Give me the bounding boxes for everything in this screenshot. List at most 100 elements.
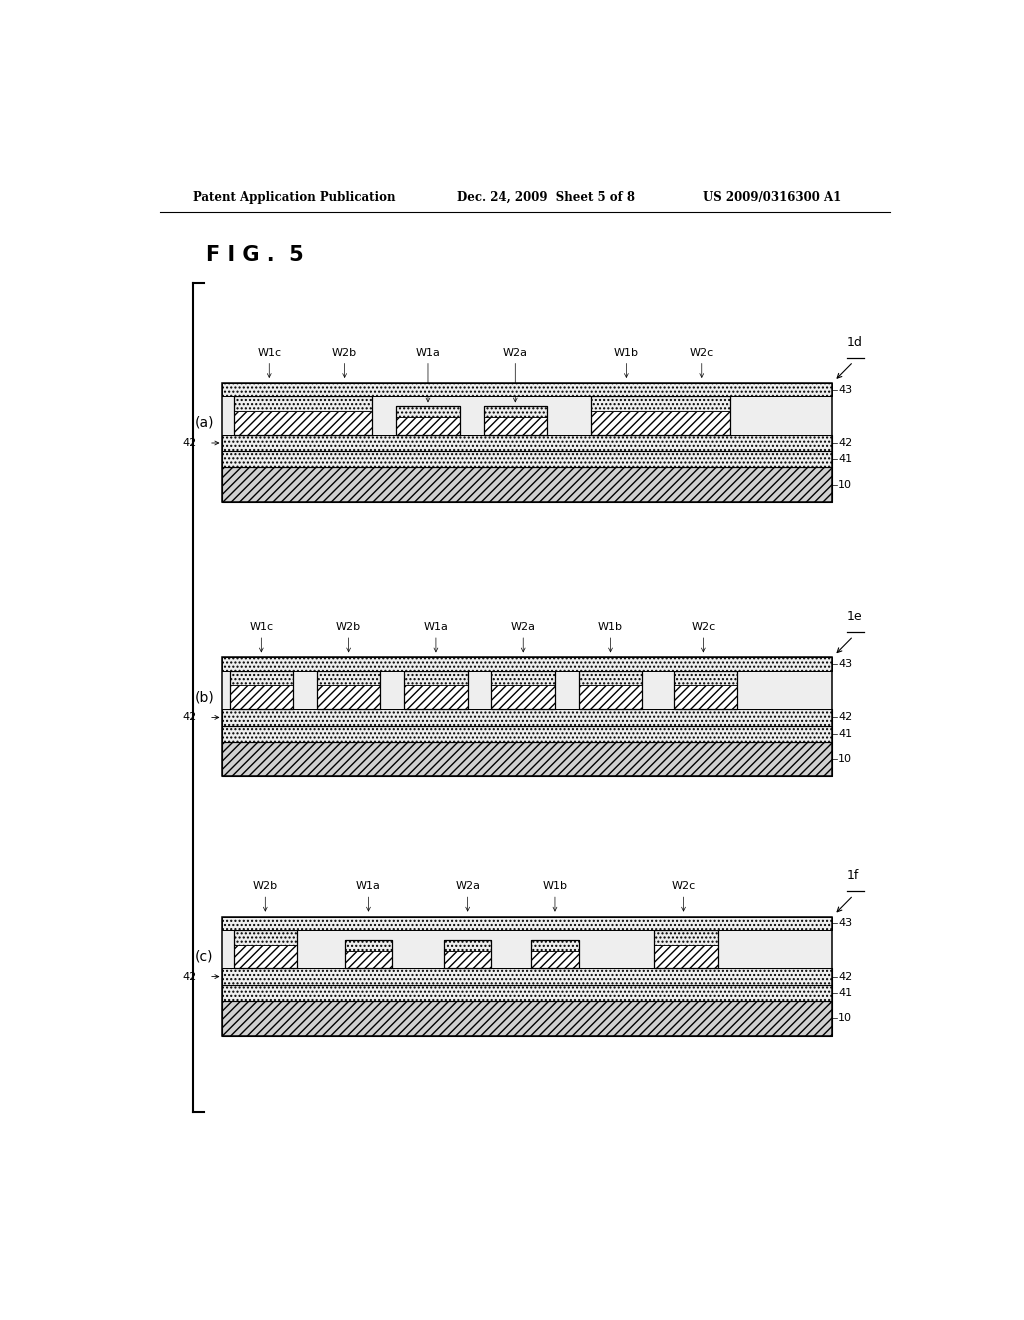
Bar <box>404 671 468 685</box>
Text: W2c: W2c <box>691 622 716 632</box>
Bar <box>221 467 831 502</box>
Text: (c): (c) <box>195 949 213 964</box>
Text: 42: 42 <box>839 713 853 722</box>
Bar <box>396 407 460 434</box>
Bar <box>221 396 831 434</box>
Bar <box>316 685 380 709</box>
Bar <box>233 396 373 434</box>
Bar <box>221 742 831 776</box>
Text: W1b: W1b <box>543 882 567 891</box>
Text: W2b: W2b <box>332 347 357 358</box>
Bar <box>492 671 555 709</box>
Text: 10: 10 <box>839 479 852 490</box>
Text: 1d: 1d <box>847 335 863 348</box>
Bar <box>221 657 831 671</box>
Bar <box>221 916 831 929</box>
Text: 41: 41 <box>839 454 852 465</box>
Bar <box>229 685 293 709</box>
Text: 10: 10 <box>839 1014 852 1023</box>
Bar <box>233 396 373 411</box>
Bar <box>316 671 380 685</box>
Text: 41: 41 <box>839 729 852 739</box>
Text: 42: 42 <box>182 972 197 982</box>
Text: 42: 42 <box>839 972 853 982</box>
Bar <box>404 685 468 709</box>
Text: 1e: 1e <box>847 610 862 623</box>
Bar <box>591 396 729 411</box>
Bar <box>221 383 831 502</box>
Bar <box>492 685 555 709</box>
Text: W1c: W1c <box>249 622 273 632</box>
Bar <box>531 940 579 950</box>
Bar <box>443 940 492 950</box>
Text: W2c: W2c <box>689 347 714 358</box>
Text: W1b: W1b <box>613 347 639 358</box>
Bar <box>221 383 831 396</box>
Text: W2a: W2a <box>455 882 480 891</box>
Bar <box>233 929 297 945</box>
Text: (a): (a) <box>195 416 214 430</box>
Text: 41: 41 <box>839 987 852 998</box>
Bar <box>221 726 831 742</box>
Bar <box>316 671 380 709</box>
Text: W1a: W1a <box>424 622 449 632</box>
Bar <box>396 417 460 434</box>
Text: 43: 43 <box>839 919 852 928</box>
Bar <box>531 940 579 969</box>
Text: 10: 10 <box>839 754 852 764</box>
Bar <box>674 685 737 709</box>
Bar <box>404 671 468 709</box>
Text: W1b: W1b <box>598 622 623 632</box>
Bar <box>443 940 492 969</box>
Text: W2b: W2b <box>336 622 361 632</box>
Bar <box>654 929 718 969</box>
Bar <box>579 671 642 709</box>
Bar <box>579 671 642 685</box>
Text: W1a: W1a <box>356 882 381 891</box>
Text: (b): (b) <box>195 690 214 704</box>
Bar <box>221 451 831 467</box>
Bar <box>483 417 547 434</box>
Bar <box>345 940 392 950</box>
Bar <box>591 396 729 434</box>
Text: W2a: W2a <box>503 347 527 358</box>
Text: Patent Application Publication: Patent Application Publication <box>194 190 395 203</box>
Bar <box>674 671 737 685</box>
Text: W1a: W1a <box>416 347 440 358</box>
Bar <box>396 407 460 417</box>
Text: 42: 42 <box>182 713 197 722</box>
Bar <box>221 929 831 969</box>
Bar <box>221 657 831 776</box>
Bar <box>492 671 555 685</box>
Bar <box>221 709 831 726</box>
Bar <box>221 1001 831 1036</box>
Text: 42: 42 <box>182 438 197 447</box>
Bar <box>579 685 642 709</box>
Text: 42: 42 <box>839 438 853 447</box>
Bar <box>654 929 718 945</box>
Text: US 2009/0316300 A1: US 2009/0316300 A1 <box>703 190 842 203</box>
Bar <box>345 950 392 969</box>
Text: F I G .  5: F I G . 5 <box>206 246 303 265</box>
Bar <box>345 940 392 969</box>
Text: 43: 43 <box>839 384 852 395</box>
Bar <box>483 407 547 417</box>
Text: W1c: W1c <box>257 347 282 358</box>
Bar <box>654 945 718 969</box>
Bar <box>229 671 293 709</box>
Bar <box>221 671 831 709</box>
Text: Dec. 24, 2009  Sheet 5 of 8: Dec. 24, 2009 Sheet 5 of 8 <box>458 190 635 203</box>
Bar <box>229 671 293 685</box>
Text: 1f: 1f <box>847 870 859 883</box>
Bar <box>221 985 831 1001</box>
Bar <box>531 950 579 969</box>
Bar <box>443 950 492 969</box>
Bar <box>483 407 547 434</box>
Bar <box>233 929 297 969</box>
Bar <box>674 671 737 709</box>
Bar <box>591 411 729 434</box>
Bar <box>221 434 831 451</box>
Text: W2c: W2c <box>672 882 695 891</box>
Text: W2b: W2b <box>253 882 278 891</box>
Bar <box>221 916 831 1036</box>
